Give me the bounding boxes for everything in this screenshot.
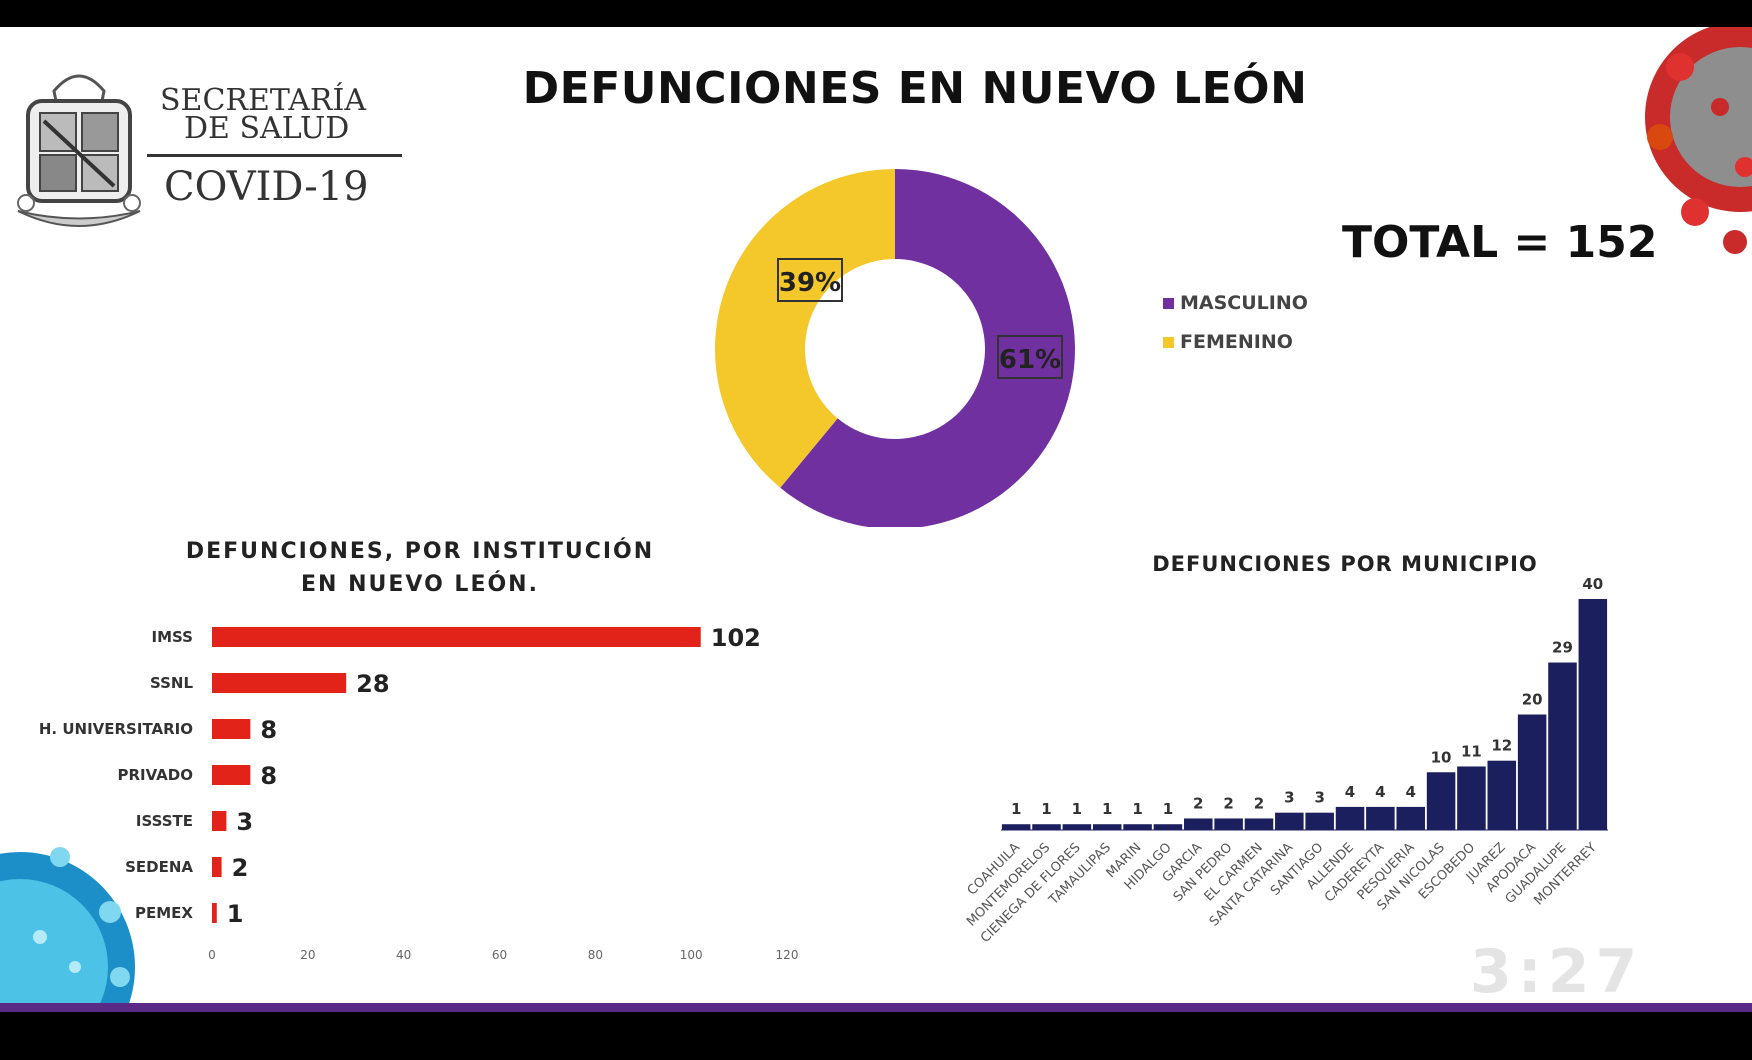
data-label: 1 — [1041, 800, 1051, 818]
donut-value-label: 61% — [999, 345, 1061, 375]
bar — [1426, 772, 1456, 830]
x-tick-label: 80 — [588, 948, 603, 962]
bar — [1487, 760, 1517, 830]
timer-watermark: 3:27 — [1470, 937, 1644, 1007]
bar — [212, 765, 251, 785]
bar — [1335, 806, 1365, 830]
slide: SECRETARÍA DE SALUD COVID-19 DEFUNCIONES… — [0, 27, 1752, 1012]
state-seal-logo — [17, 74, 141, 227]
institution-chart-title: DEFUNCIONES, POR INSTITUCIÓN EN NUEVO LE… — [185, 539, 655, 597]
data-label: 3 — [236, 808, 253, 836]
data-label: 29 — [1552, 639, 1573, 657]
data-label: 2 — [1223, 794, 1233, 812]
header-divider — [147, 154, 402, 157]
donut-label-box — [777, 258, 843, 302]
bar — [1153, 824, 1183, 830]
data-label: 8 — [260, 762, 277, 790]
legend-label: MASCULINO — [1180, 292, 1308, 314]
donut-slice-femenino — [715, 169, 895, 488]
x-tick-label: 100 — [680, 948, 703, 962]
bar — [212, 719, 251, 739]
donut-value-label: 39% — [779, 268, 841, 298]
bar — [1396, 806, 1425, 830]
donut-label-box — [997, 335, 1063, 379]
data-label: 1 — [1132, 800, 1142, 818]
data-label: 1 — [1102, 800, 1112, 818]
bar — [1123, 824, 1152, 830]
data-label: 102 — [711, 624, 761, 652]
data-label: 2 — [1254, 794, 1264, 812]
x-tick-label: 120 — [776, 948, 799, 962]
bar — [212, 903, 217, 923]
bar — [212, 857, 222, 877]
y-tick-label: PRIVADO — [117, 766, 193, 784]
y-tick-label: H. UNIVERSITARIO — [39, 720, 193, 738]
data-label: 3 — [1314, 789, 1324, 807]
x-tick-label: 40 — [396, 948, 411, 962]
legend-swatch — [1163, 337, 1174, 348]
municipio-chart-title: DEFUNCIONES POR MUNICIPIO — [1152, 552, 1538, 576]
program-label: COVID-19 — [164, 164, 369, 210]
legend-item-masculino: MASCULINO — [1163, 292, 1308, 314]
data-label: 4 — [1375, 783, 1385, 801]
total-deaths: TOTAL = 152 — [1342, 217, 1658, 268]
legend-label: FEMENINO — [1180, 331, 1293, 353]
data-label: 2 — [232, 854, 249, 882]
sex-donut-chart: 61% 39% — [715, 169, 1075, 527]
y-tick-label: SEDENA — [125, 858, 193, 876]
x-tick-label: 0 — [208, 948, 216, 962]
virus-image-top-right — [1645, 27, 1752, 254]
x-tick-label: 60 — [492, 948, 507, 962]
legend-item-femenino: FEMENINO — [1163, 331, 1293, 353]
bar — [1457, 766, 1486, 830]
bar — [212, 811, 227, 831]
bar — [1001, 824, 1031, 830]
bar — [1184, 818, 1213, 830]
bar — [1305, 812, 1334, 830]
legend-swatch — [1163, 298, 1174, 309]
bar — [1032, 824, 1061, 830]
x-tick-label: 20 — [300, 948, 315, 962]
bar — [1517, 714, 1547, 830]
data-label: 1 — [1163, 800, 1173, 818]
org-name-line1: SECRETARÍA — [160, 83, 367, 118]
data-label: 10 — [1431, 748, 1452, 766]
data-label: 12 — [1491, 737, 1512, 755]
data-label: 1 — [1072, 800, 1082, 818]
data-label: 40 — [1582, 575, 1603, 593]
data-label: 1 — [1011, 800, 1021, 818]
y-tick-label: IMSS — [152, 628, 193, 646]
data-label: 28 — [356, 670, 389, 698]
data-label: 1 — [227, 900, 244, 928]
y-tick-label: ISSSTE — [136, 812, 193, 830]
bar — [212, 627, 701, 647]
page-title: DEFUNCIONES EN NUEVO LEÓN — [522, 63, 1308, 114]
footer-accent-bar — [0, 1003, 1752, 1012]
bar — [1092, 824, 1122, 830]
org-name-line2: DE SALUD — [184, 111, 350, 146]
data-label: 11 — [1461, 742, 1482, 760]
bar — [1548, 662, 1577, 830]
bar — [212, 673, 347, 693]
bar — [1275, 812, 1304, 830]
data-label: 20 — [1522, 691, 1543, 709]
bar — [1578, 599, 1608, 830]
virus-image-bottom-left — [0, 847, 135, 1012]
data-label: 4 — [1345, 783, 1355, 801]
data-label: 2 — [1193, 794, 1203, 812]
data-label: 8 — [260, 716, 277, 744]
bar — [1366, 806, 1395, 830]
bar — [1214, 818, 1243, 830]
bar — [1062, 824, 1092, 830]
bar — [1244, 818, 1274, 830]
donut-slice-masculino — [780, 169, 1075, 527]
data-label: 4 — [1406, 783, 1416, 801]
data-label: 3 — [1284, 789, 1294, 807]
y-tick-label: PEMEX — [135, 904, 193, 922]
y-tick-label: SSNL — [150, 674, 193, 692]
